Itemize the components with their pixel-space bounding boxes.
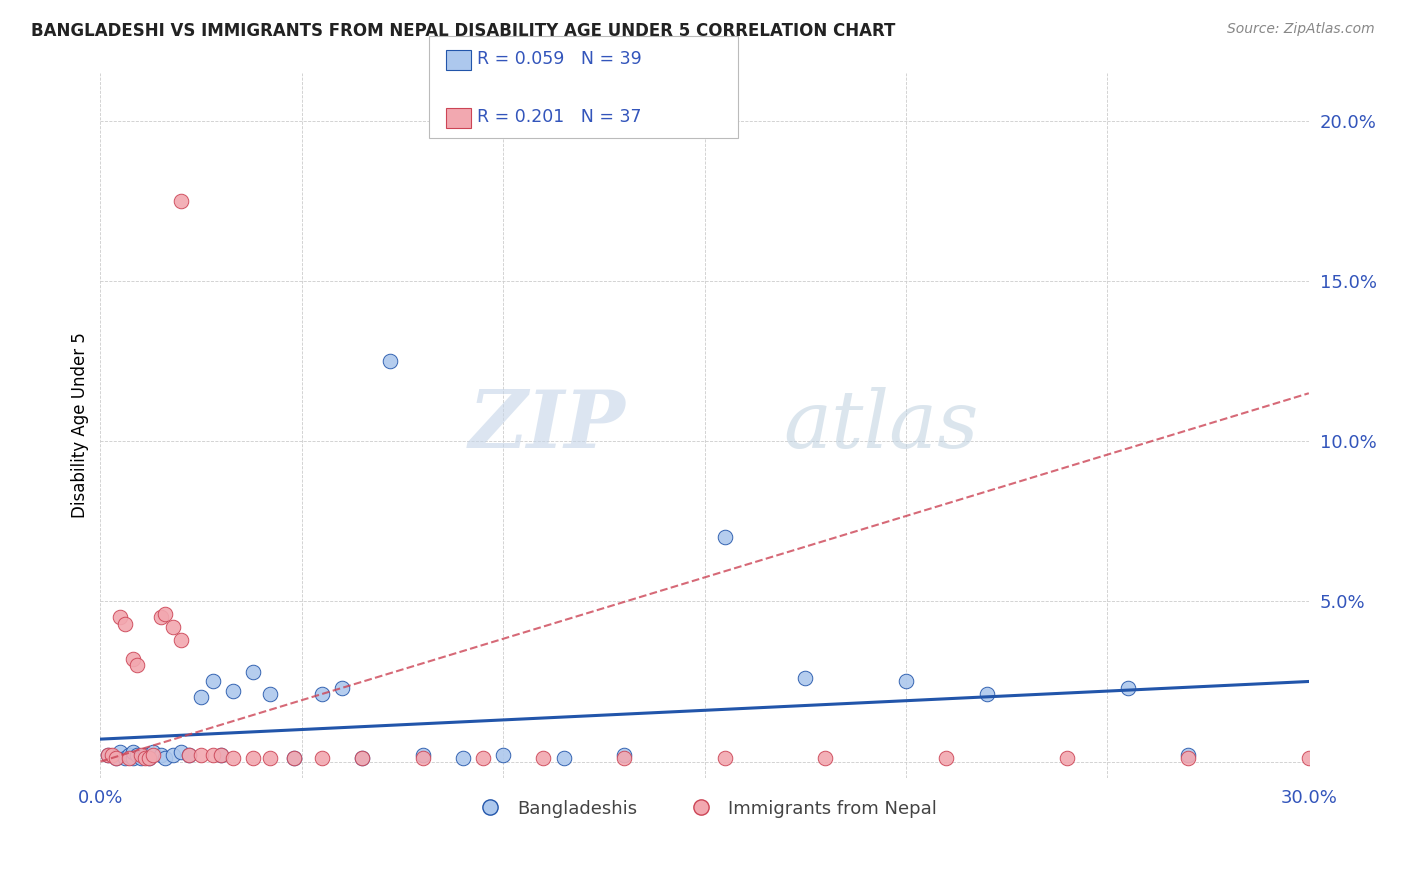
Point — [794, 671, 817, 685]
Point — [713, 530, 735, 544]
Point — [713, 751, 735, 765]
Point — [142, 745, 165, 759]
Point — [177, 748, 200, 763]
Point — [97, 748, 120, 763]
Point — [283, 751, 305, 765]
Point — [97, 748, 120, 763]
Point — [117, 748, 139, 763]
Text: R = 0.201   N = 37: R = 0.201 N = 37 — [477, 108, 641, 126]
Point — [149, 610, 172, 624]
Point — [1298, 751, 1320, 765]
Point — [451, 751, 474, 765]
Point — [101, 748, 124, 763]
Point — [114, 616, 136, 631]
Point — [259, 751, 281, 765]
Point — [412, 748, 434, 763]
Point — [492, 748, 515, 763]
Point — [1177, 751, 1199, 765]
Point — [170, 632, 193, 647]
Point — [380, 354, 402, 368]
Point — [134, 748, 156, 763]
Point — [121, 745, 143, 759]
Point — [177, 748, 200, 763]
Text: atlas: atlas — [783, 386, 979, 464]
Point — [814, 751, 837, 765]
Point — [105, 751, 128, 765]
Point — [242, 751, 264, 765]
Point — [125, 748, 148, 763]
Point — [222, 751, 245, 765]
Point — [121, 751, 143, 765]
Point — [190, 690, 212, 705]
Point — [976, 687, 998, 701]
Point — [894, 674, 917, 689]
Text: Source: ZipAtlas.com: Source: ZipAtlas.com — [1227, 22, 1375, 37]
Point — [533, 751, 555, 765]
Point — [153, 607, 176, 622]
Point — [170, 745, 193, 759]
Point — [129, 748, 152, 763]
Point — [149, 748, 172, 763]
Point — [142, 748, 165, 763]
Point — [110, 610, 132, 624]
Point — [311, 687, 333, 701]
Point — [170, 194, 193, 208]
Point — [222, 684, 245, 698]
Point — [134, 751, 156, 765]
Point — [202, 748, 225, 763]
Point — [935, 751, 957, 765]
Point — [352, 751, 374, 765]
Text: ZIP: ZIP — [470, 386, 626, 464]
Point — [242, 665, 264, 679]
Point — [553, 751, 575, 765]
Point — [162, 748, 184, 763]
Point — [125, 658, 148, 673]
Legend: Bangladeshis, Immigrants from Nepal: Bangladeshis, Immigrants from Nepal — [465, 792, 943, 825]
Point — [138, 751, 160, 765]
Point — [613, 748, 636, 763]
Point — [138, 751, 160, 765]
Point — [311, 751, 333, 765]
Point — [162, 620, 184, 634]
Point — [412, 751, 434, 765]
Text: R = 0.059   N = 39: R = 0.059 N = 39 — [477, 50, 641, 68]
Point — [117, 751, 139, 765]
Point — [1056, 751, 1078, 765]
Point — [1116, 681, 1139, 695]
Point — [121, 652, 143, 666]
Point — [153, 751, 176, 765]
Point — [129, 751, 152, 765]
Point — [472, 751, 495, 765]
Y-axis label: Disability Age Under 5: Disability Age Under 5 — [72, 333, 89, 518]
Point — [105, 751, 128, 765]
Point — [190, 748, 212, 763]
Point — [209, 748, 232, 763]
Point — [209, 748, 232, 763]
Text: BANGLADESHI VS IMMIGRANTS FROM NEPAL DISABILITY AGE UNDER 5 CORRELATION CHART: BANGLADESHI VS IMMIGRANTS FROM NEPAL DIS… — [31, 22, 896, 40]
Point — [110, 745, 132, 759]
Point — [330, 681, 353, 695]
Point — [202, 674, 225, 689]
Point — [1177, 748, 1199, 763]
Point — [259, 687, 281, 701]
Point — [283, 751, 305, 765]
Point — [114, 751, 136, 765]
Point — [613, 751, 636, 765]
Point — [352, 751, 374, 765]
